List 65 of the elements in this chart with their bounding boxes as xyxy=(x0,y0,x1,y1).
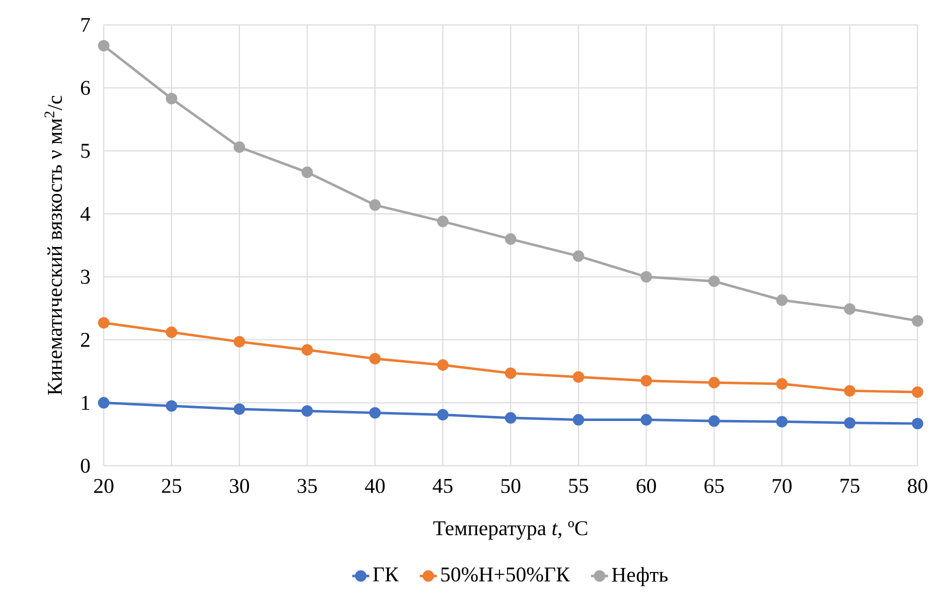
point xyxy=(776,378,788,390)
point xyxy=(504,367,516,379)
point xyxy=(234,403,246,415)
legend-label: ГК xyxy=(373,567,399,582)
y-tick-label: 7 xyxy=(81,18,90,32)
x-tick-label: 70 xyxy=(772,478,792,493)
x-tick-label: 50 xyxy=(501,478,520,493)
point xyxy=(301,344,313,356)
x-tick-label: 35 xyxy=(298,478,317,493)
x-tick-label: 30 xyxy=(230,478,250,493)
y-tick-label: 1 xyxy=(82,396,90,410)
point xyxy=(301,405,313,416)
legend-label: 50%Н+50%ГК xyxy=(441,567,570,582)
point xyxy=(572,414,584,426)
point xyxy=(437,359,449,371)
point xyxy=(369,199,381,211)
y-tick-label: 0 xyxy=(80,458,90,473)
point xyxy=(572,371,584,382)
y-tick-label: 5 xyxy=(81,144,90,158)
point xyxy=(708,275,720,287)
point xyxy=(776,294,788,306)
point xyxy=(708,376,720,388)
y-tick-label: 4 xyxy=(80,206,90,221)
point xyxy=(166,400,178,412)
point xyxy=(912,314,924,326)
y-tick-label: 3 xyxy=(81,270,90,284)
point xyxy=(98,316,110,328)
point xyxy=(301,166,313,178)
x-tick-label: 75 xyxy=(840,478,860,493)
point xyxy=(640,270,652,282)
point xyxy=(504,412,516,424)
x-tick-label: 80 xyxy=(908,478,928,493)
x-tick-label: 60 xyxy=(636,478,656,493)
x-tick-label: 20 xyxy=(94,478,114,493)
y-tick-label: 6 xyxy=(81,80,90,95)
point xyxy=(437,408,449,420)
point xyxy=(234,336,246,348)
point xyxy=(844,416,856,428)
legend-label: Нефть xyxy=(612,566,668,586)
point xyxy=(572,250,584,262)
point xyxy=(166,326,178,338)
x-tick-label: 65 xyxy=(704,478,724,493)
point xyxy=(369,406,381,418)
point xyxy=(640,374,652,386)
point xyxy=(640,414,652,426)
point xyxy=(912,418,924,430)
point xyxy=(234,141,246,153)
point xyxy=(912,386,924,398)
point xyxy=(844,303,856,314)
y-axis-title: Кинематический вязкость ν мм$^{2}$/с xyxy=(44,96,62,395)
point xyxy=(844,384,856,396)
point xyxy=(98,396,110,408)
point xyxy=(708,415,720,427)
point xyxy=(98,40,110,52)
x-tick-label: 40 xyxy=(364,478,385,493)
point xyxy=(437,215,449,227)
point xyxy=(776,416,788,428)
x-axis-title: Температура t, ºС xyxy=(433,520,588,540)
x-tick-label: 45 xyxy=(432,478,452,493)
x-tick-label: 25 xyxy=(162,478,182,493)
x-tick-label: 55 xyxy=(569,478,588,493)
point xyxy=(166,92,178,104)
point xyxy=(369,352,381,364)
y-tick-label: 2 xyxy=(81,332,90,347)
point xyxy=(504,233,516,245)
